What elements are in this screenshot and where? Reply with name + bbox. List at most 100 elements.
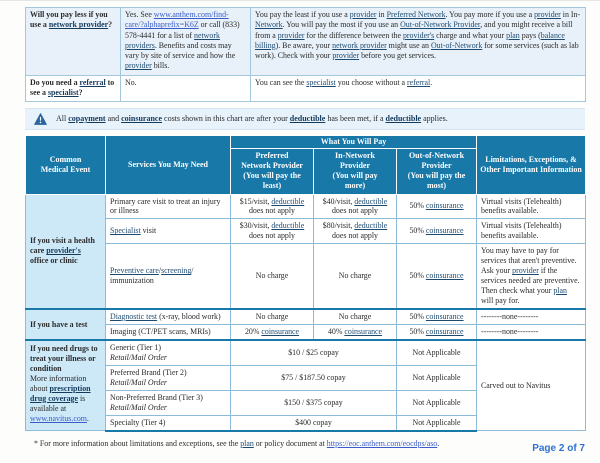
glossary-term-link[interactable]: network provider bbox=[48, 20, 109, 30]
payment-preferred: $15/visit, deductible does not apply bbox=[230, 193, 314, 220]
limitation-cell: --------none-------- bbox=[476, 308, 587, 326]
text-segment: if the services needed are preventive. T… bbox=[481, 266, 580, 296]
glossary-term-link[interactable]: plan bbox=[240, 438, 254, 448]
text-segment: Out-of-Network bbox=[408, 151, 465, 161]
text-segment: Not Applicable bbox=[412, 397, 461, 407]
glossary-term-link[interactable]: balance billing bbox=[255, 30, 565, 50]
text-segment: Not Applicable bbox=[412, 347, 461, 357]
payment-out-of-network: Not Applicable bbox=[395, 338, 478, 366]
glossary-term-link[interactable]: Out-of-Network Provider bbox=[400, 20, 481, 30]
glossary-term-link[interactable]: coinsurance bbox=[425, 226, 464, 236]
glossary-term-link[interactable]: coinsurance bbox=[425, 271, 464, 281]
qa-question-network-provider: Will you pay less if you use a network p… bbox=[25, 7, 121, 76]
text-segment: (You will pay bbox=[332, 171, 378, 181]
glossary-term-link[interactable]: coinsurance bbox=[344, 327, 383, 336]
glossary-term-link[interactable]: network provider bbox=[332, 40, 387, 50]
text-segment: No charge bbox=[255, 271, 289, 281]
glossary-term-link[interactable]: deductible bbox=[289, 114, 326, 124]
glossary-term-link[interactable]: Preventive care bbox=[110, 266, 159, 276]
text-segment: office or clinic bbox=[30, 256, 78, 266]
glossary-term-link[interactable]: prescription drug coverage bbox=[30, 383, 91, 403]
text-segment: / bbox=[158, 266, 162, 276]
glossary-term-link[interactable]: provider bbox=[277, 30, 305, 40]
text-segment: costs shown in this chart are after your bbox=[162, 114, 290, 124]
glossary-term-link[interactable]: provider bbox=[534, 10, 561, 19]
text-segment: More information about bbox=[30, 373, 87, 393]
glossary-term-link[interactable]: provider's bbox=[402, 30, 435, 40]
header-preferred-network-provider: Preferred Network Provider (You will pay t… bbox=[230, 148, 314, 195]
table-row: Do you need a referral to see a speciali… bbox=[25, 74, 586, 103]
text-segment: All bbox=[56, 114, 69, 124]
glossary-term-link[interactable]: coinsurance bbox=[121, 114, 163, 124]
payment-in-network: 40% coinsurance bbox=[313, 323, 397, 341]
text-segment: You may have to pay for services that ar… bbox=[481, 246, 577, 276]
limitation-cell: --------none-------- bbox=[476, 323, 587, 341]
glossary-term-link[interactable]: Network bbox=[255, 20, 283, 30]
payment-out-of-network: Not Applicable bbox=[395, 414, 478, 432]
glossary-term-link[interactable]: plan bbox=[506, 30, 520, 40]
glossary-term-link[interactable]: deductible bbox=[354, 221, 388, 231]
text-segment: / bbox=[191, 266, 194, 276]
glossary-term-link[interactable]: copayment bbox=[68, 114, 106, 124]
text-segment: Services You May Need bbox=[128, 159, 208, 169]
hyperlink[interactable]: www.navitus.com bbox=[30, 413, 87, 423]
text-segment: Preferred Brand (Tier 2) bbox=[110, 367, 187, 377]
glossary-term-link[interactable]: coinsurance bbox=[425, 327, 464, 336]
glossary-term-link[interactable]: Preferred Network bbox=[386, 10, 446, 19]
text-segment: Non-Preferred Brand (Tier 3) bbox=[110, 392, 203, 402]
text-segment: . You will pay the most if you use an bbox=[282, 20, 401, 30]
glossary-term-link[interactable]: provider bbox=[512, 266, 539, 276]
glossary-term-link[interactable]: referral bbox=[406, 77, 431, 87]
page-content: Will you pay less if you use a network p… bbox=[25, 7, 587, 449]
hyperlink[interactable]: www.anthem.com/find-care/?alphaprefix=K6… bbox=[125, 10, 229, 30]
glossary-term-link[interactable]: specialist bbox=[47, 87, 79, 97]
table-row: Preventive care/screening/immunization N… bbox=[26, 243, 587, 310]
payment-out-of-network: 50% coinsurance bbox=[395, 308, 478, 326]
glossary-term-link[interactable]: deductible bbox=[271, 196, 305, 206]
text-segment: (x-ray, blood work) bbox=[157, 312, 221, 322]
payment-out-of-network: 50% coinsurance bbox=[395, 323, 478, 341]
glossary-term-link[interactable]: referral bbox=[79, 77, 106, 87]
text-segment: $30/visit, bbox=[239, 221, 272, 231]
glossary-term-link[interactable]: Out-of-Network bbox=[430, 40, 483, 50]
text-segment: You can see the bbox=[255, 77, 307, 87]
text-segment: Generic (Tier 1) bbox=[110, 342, 161, 352]
text-segment: In-Network bbox=[335, 151, 375, 161]
text-segment: (You will pay the bbox=[407, 171, 466, 181]
benefits-table: Common Medical Event Services You May Nee… bbox=[25, 135, 587, 432]
glossary-term-link[interactable]: Specialist bbox=[110, 226, 141, 236]
glossary-term-link[interactable]: provider's bbox=[46, 246, 81, 256]
glossary-term-link[interactable]: provider bbox=[332, 51, 360, 61]
text-segment: $40/visit, bbox=[322, 196, 355, 206]
glossary-term-link[interactable]: coinsurance bbox=[425, 312, 464, 322]
text-segment: does not apply bbox=[248, 231, 296, 241]
deductible-notice-bar: All copayment and coinsurance costs show… bbox=[25, 108, 585, 131]
glossary-term-link[interactable]: deductible bbox=[354, 196, 388, 206]
text-segment: bills. bbox=[151, 61, 170, 71]
text-segment: 50% bbox=[409, 271, 426, 281]
table-row: Non-Preferred Brand (Tier 3) Retail/Mail … bbox=[26, 389, 586, 416]
glossary-term-link[interactable]: deductible bbox=[385, 114, 422, 124]
glossary-term-link[interactable]: screening bbox=[161, 266, 192, 276]
text-segment: What You Will Pay bbox=[320, 137, 387, 147]
glossary-term-link[interactable]: provider bbox=[125, 61, 152, 71]
glossary-term-link[interactable]: network providers bbox=[125, 30, 220, 50]
text-segment: ? bbox=[108, 20, 113, 30]
glossary-term-link[interactable]: deductible bbox=[271, 221, 305, 231]
glossary-term-link[interactable]: specialist bbox=[306, 77, 336, 87]
hyperlink[interactable]: https://eoc.anthem.com/eocdps/aso bbox=[326, 438, 438, 448]
header-common-medical-event: Common Medical Event bbox=[25, 135, 106, 195]
text-segment: has been met, if a bbox=[325, 114, 386, 124]
text-segment: $75 / $187.50 copay bbox=[281, 372, 346, 382]
payment-out-of-network: Not Applicable bbox=[395, 364, 478, 391]
glossary-term-link[interactable]: Diagnostic test bbox=[110, 312, 158, 322]
text-segment: $80/visit, bbox=[322, 221, 355, 231]
glossary-term-link[interactable]: provider bbox=[349, 10, 377, 19]
glossary-term-link[interactable]: plan bbox=[553, 286, 567, 296]
glossary-term-link[interactable]: coinsurance bbox=[425, 201, 464, 211]
text-segment: . bbox=[437, 438, 440, 448]
glossary-term-link[interactable]: coinsurance bbox=[261, 327, 300, 336]
text-segment: You pay the least if you use a bbox=[255, 10, 350, 19]
text-segment: you choose without a bbox=[335, 77, 407, 87]
text-segment: in bbox=[376, 10, 387, 19]
